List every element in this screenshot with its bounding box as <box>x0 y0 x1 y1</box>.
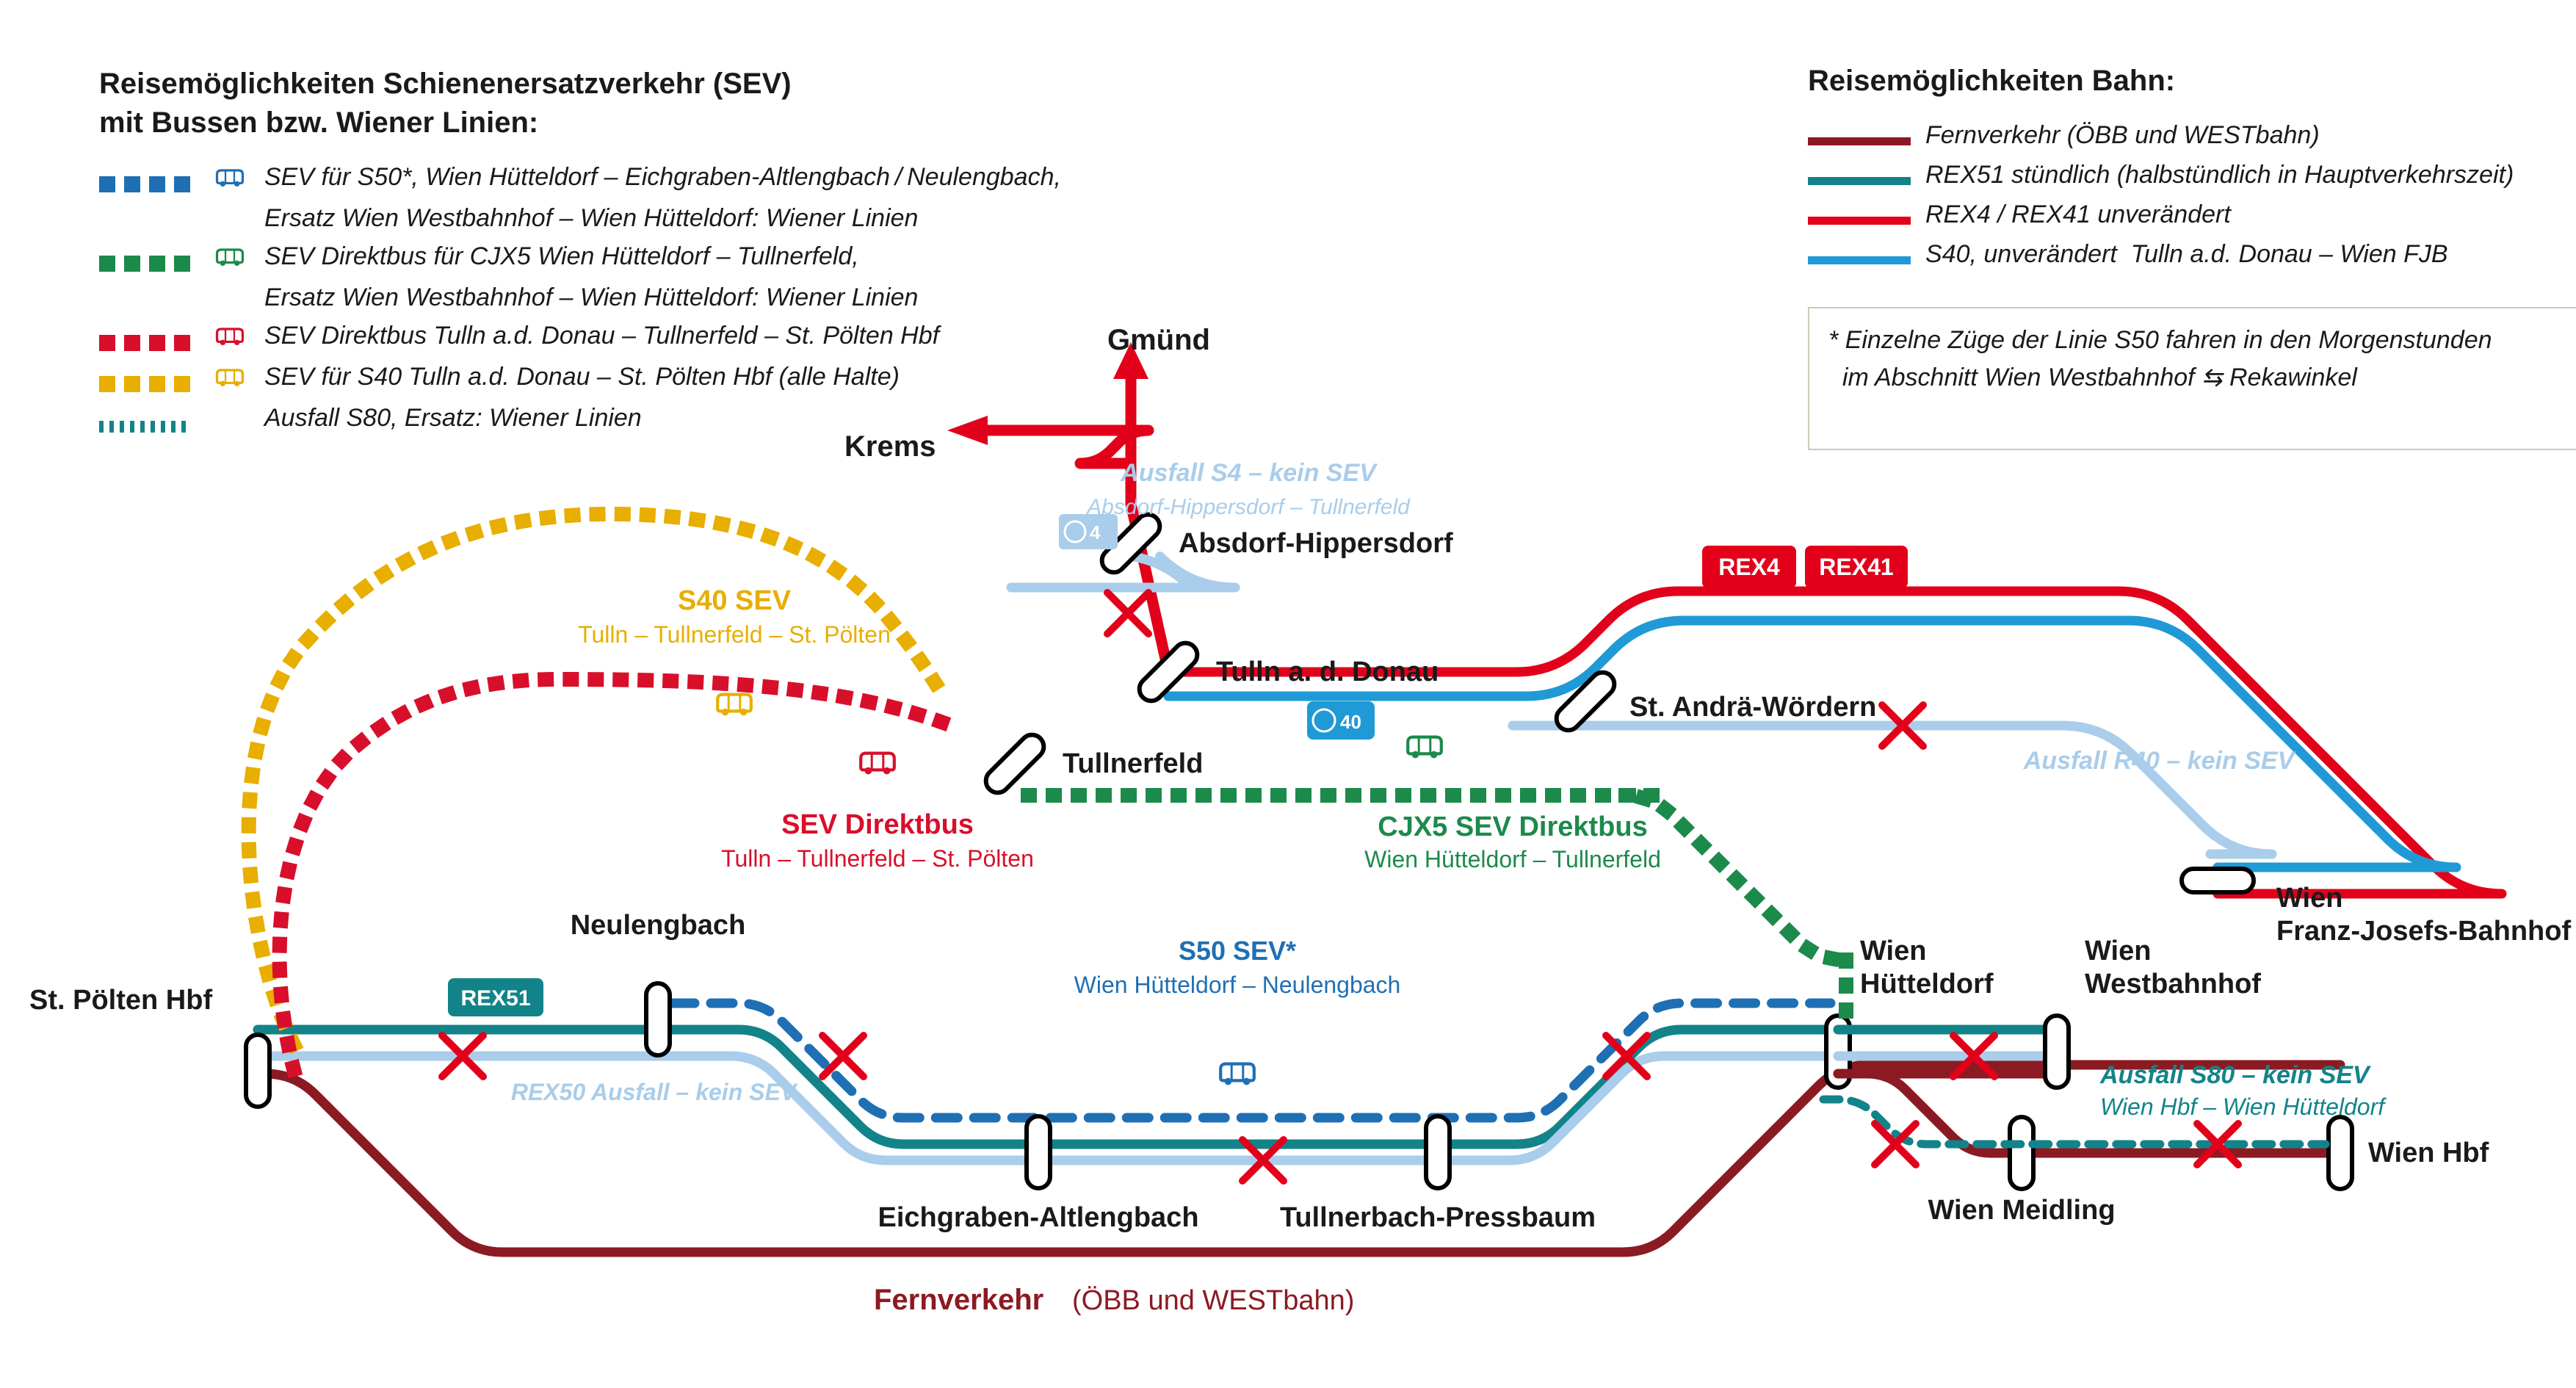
svg-text:SEV Direktbus: SEV Direktbus <box>781 809 974 840</box>
svg-text:Franz-Josefs-Bahnhof: Franz-Josefs-Bahnhof <box>2276 916 2571 947</box>
svg-text:Wien Hbf: Wien Hbf <box>2368 1138 2489 1168</box>
svg-text:Wien Hütteldorf – Neulengbach: Wien Hütteldorf – Neulengbach <box>1074 972 1401 998</box>
svg-text:Absdorf-Hippersdorf: Absdorf-Hippersdorf <box>1179 528 1453 559</box>
svg-text:Tulln a. d. Donau: Tulln a. d. Donau <box>1216 657 1439 687</box>
svg-text:Tullnerfeld: Tullnerfeld <box>1063 748 1203 779</box>
svg-text:Ausfall S4 – kein SEV: Ausfall S4 – kein SEV <box>1120 459 1378 487</box>
svg-text:Tulln – Tullnerfeld – St. Pölt: Tulln – Tullnerfeld – St. Pölten <box>721 845 1034 872</box>
svg-text:Tulln – Tullnerfeld – St. Pölt: Tulln – Tullnerfeld – St. Pölten <box>578 621 891 648</box>
svg-text:Neulengbach: Neulengbach <box>571 910 746 941</box>
svg-text:(ÖBB und WESTbahn): (ÖBB und WESTbahn) <box>1072 1285 1354 1316</box>
svg-text:Wien: Wien <box>1860 936 1926 966</box>
svg-text:S40 SEV: S40 SEV <box>678 585 792 616</box>
svg-text:REX51: REX51 <box>460 986 530 1011</box>
svg-text:Tullnerbach-Pressbaum: Tullnerbach-Pressbaum <box>1280 1202 1596 1233</box>
svg-text:4: 4 <box>1090 521 1101 543</box>
svg-text:S50 SEV*: S50 SEV* <box>1179 936 1296 966</box>
svg-text:St. Pölten Hbf: St. Pölten Hbf <box>29 985 212 1016</box>
svg-text:Gmünd: Gmünd <box>1107 324 1210 356</box>
svg-text:Wien Hütteldorf – Tullnerfeld: Wien Hütteldorf – Tullnerfeld <box>1364 846 1661 872</box>
svg-text:CJX5 SEV Direktbus: CJX5 SEV Direktbus <box>1378 812 1647 842</box>
svg-text:Wien Hbf – Wien Hütteldorf: Wien Hbf – Wien Hütteldorf <box>2100 1094 2387 1120</box>
svg-text:Ausfall R40 – kein SEV: Ausfall R40 – kein SEV <box>2023 747 2297 775</box>
svg-text:Krems: Krems <box>844 430 936 463</box>
svg-text:Wien Meidling: Wien Meidling <box>1928 1195 2115 1226</box>
svg-text:40: 40 <box>1340 711 1361 733</box>
svg-text:REX41: REX41 <box>1819 554 1893 580</box>
svg-text:Wien: Wien <box>2085 936 2151 966</box>
svg-text:Ausfall S80 – kein SEV: Ausfall S80 – kein SEV <box>2099 1061 2372 1089</box>
svg-text:Wien: Wien <box>2276 883 2342 914</box>
svg-text:Absdorf-Hippersdorf – Tullnerf: Absdorf-Hippersdorf – Tullnerfeld <box>1085 495 1411 519</box>
svg-text:Hütteldorf: Hütteldorf <box>1860 969 1994 1000</box>
svg-text:REX4: REX4 <box>1718 554 1780 580</box>
svg-text:Westbahnhof: Westbahnhof <box>2085 969 2261 1000</box>
svg-text:St. Andrä-Wördern: St. Andrä-Wördern <box>1629 692 1876 723</box>
svg-text:Eichgraben-Altlengbach: Eichgraben-Altlengbach <box>878 1202 1198 1233</box>
svg-text:REX50 Ausfall – kein SEV: REX50 Ausfall – kein SEV <box>511 1079 798 1105</box>
svg-text:Fernverkehr: Fernverkehr <box>874 1284 1043 1316</box>
